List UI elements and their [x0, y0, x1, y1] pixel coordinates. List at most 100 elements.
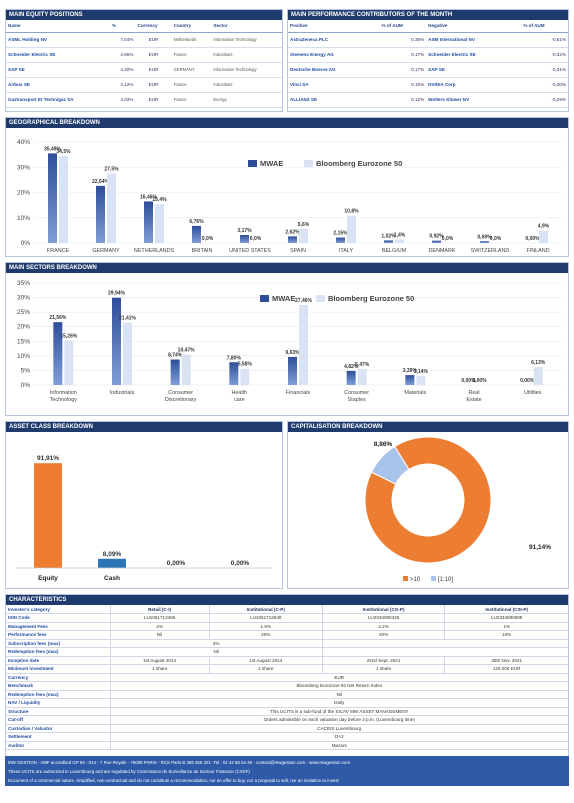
x-tick-label: DENMARK: [429, 248, 456, 254]
y-tick-label: 20%: [17, 324, 30, 331]
data-label: 21,56%: [49, 315, 67, 321]
table-row: Performance fees Nil 20% 20% 10%: [6, 630, 568, 640]
characteristic-value: Nil: [109, 690, 568, 699]
position-country: Netherlands: [171, 32, 212, 48]
bar: [64, 340, 74, 385]
data-label: 5,6%: [298, 222, 310, 228]
footer-line1: MW GESTION - AMF accredited GP 92 - 014 …: [8, 760, 351, 765]
equity-positions-title: MAIN EQUITY POSITIONS: [6, 10, 282, 20]
table-row: Schneider Electric SE 4,96% EUR France Indus…: [6, 47, 282, 63]
characteristic-label: Redemption fees (max): [6, 647, 110, 657]
data-label: 10,47%: [178, 347, 196, 353]
legend-swatch: [316, 295, 325, 302]
footer-line2: These UCITS are authorized in Luxembourg…: [8, 769, 250, 774]
table-row: Deutsche Boerse AG 0,17% SAP SE -0,31%: [288, 62, 568, 78]
characteristic-value: 10%: [444, 630, 568, 640]
y-tick-label: 40%: [17, 139, 30, 146]
legend-label: Bloomberg Eurozone 50: [316, 159, 402, 168]
column-header: % of AUM: [379, 20, 427, 33]
sectors-title: MAIN SECTORS BREAKDOWN: [6, 263, 568, 273]
characteristic-label: Cut-off: [6, 715, 110, 725]
legend-label: >10: [410, 577, 421, 583]
characteristic-label: Custodian / Valuator: [6, 724, 110, 733]
position-country: France: [171, 77, 212, 93]
characteristic-value: Bloomberg Eurozone 50 Net Return Index: [109, 681, 568, 691]
asset-class-panel: ASSET CLASS BREAKDOWN 91,91% Equity 8,09% C…: [5, 421, 283, 589]
bar: [539, 230, 548, 243]
x-tick-label: Technology: [50, 397, 78, 403]
table-row: Auditor Mazars: [6, 741, 568, 750]
position-weight: 7,04%: [109, 32, 136, 48]
table-row: Settlement D+2: [6, 732, 568, 742]
x-tick-label: Utilities: [524, 390, 542, 396]
column-header: Sector: [211, 20, 282, 33]
position-sector: Information Technology: [211, 32, 282, 48]
characteristic-value: 2.2%: [321, 622, 445, 631]
data-label: 5,47%: [355, 362, 370, 368]
data-label: 0,0%: [202, 236, 214, 242]
bar: [336, 237, 345, 243]
legend-label: MWAE: [260, 159, 283, 168]
positive-name: Deutsche Boerse AG: [288, 62, 380, 78]
data-label: 29,94%: [108, 291, 126, 297]
data-label: 15,4%: [152, 197, 167, 203]
y-tick-label: 0%: [21, 382, 31, 389]
y-tick-label: 10%: [17, 215, 30, 222]
column-header: Currency: [135, 20, 172, 33]
position-name: Airbus SE: [6, 77, 110, 93]
characteristic-value: 30th Nov. 2021: [444, 656, 568, 665]
data-label: 6,13%: [531, 360, 546, 366]
characteristic-label: Structure: [6, 707, 110, 716]
pie-slice: [364, 436, 492, 564]
legend-swatch: [260, 295, 269, 302]
characteristic-value: LU2334080699: [444, 613, 568, 623]
characteristic-value: 1 share: [109, 664, 210, 674]
bar: [432, 240, 441, 243]
table-row: Redemption fees (max) Nil: [6, 647, 568, 657]
characteristic-label: Settlement: [6, 732, 110, 742]
characteristic-value: Retail (C-I): [109, 605, 210, 614]
characteristic-value: 1.5%: [208, 622, 323, 631]
bar: [357, 369, 367, 385]
positive-name: AstraZeneca PLC: [288, 32, 380, 48]
x-tick-label: care: [234, 397, 245, 403]
data-label: 2,62%: [285, 229, 300, 235]
data-label: 2,15%: [333, 231, 348, 237]
data-label: 0,00%: [520, 378, 535, 384]
table-row: Investor's category Retail (C-I) Instituti…: [6, 605, 568, 614]
x-tick-label: NETHERLANDS: [134, 248, 175, 254]
column-header: Name: [6, 20, 110, 33]
bar: [96, 185, 105, 243]
geographical-title: GEOGRAPHICAL BREAKDOWN: [6, 118, 568, 128]
bar: [346, 370, 356, 385]
legend-swatch: [403, 576, 408, 581]
table-row: ASML Holding NV 7,04% EUR Netherlands Inform…: [6, 32, 282, 48]
y-tick-label: 25%: [17, 309, 30, 316]
bar: [533, 367, 543, 385]
table-row: Structure This UCITS is a sub-fund of the…: [6, 707, 568, 716]
bar: [299, 228, 308, 243]
position-sector: Energy: [211, 92, 282, 108]
data-label: 91,14%: [529, 544, 551, 551]
y-tick-label: 35%: [17, 280, 30, 287]
x-tick-label: UNITED STATES: [229, 248, 271, 254]
data-label: 0,00%: [461, 378, 476, 384]
equity-positions-table: Name% Currency Country Sector ASML Holding …: [6, 20, 282, 108]
characteristic-label: Minimum investment: [6, 664, 110, 674]
bar: [107, 173, 116, 243]
position-weight: 4,96%: [109, 47, 136, 63]
y-tick-label: 20%: [17, 190, 30, 197]
characteristics-title: CHARACTERISTICS: [6, 595, 568, 605]
x-tick-label: Equity: [38, 575, 58, 582]
contributors-panel: MAIN PERFORMANCE CONTRIBUTORS OF THE MON…: [287, 9, 569, 112]
bar: [59, 155, 68, 243]
data-label: 3,17%: [237, 228, 252, 234]
positive-value: 0,12%: [379, 92, 427, 108]
data-label: 9,63%: [285, 350, 300, 356]
position-weight: 4,12%: [109, 77, 136, 93]
positive-value: 0,36%: [379, 32, 427, 48]
position-name: SAP SE: [6, 62, 110, 78]
position-country: France: [171, 92, 212, 108]
negative-name: ASM International NV: [426, 32, 522, 48]
bar: [48, 153, 57, 243]
